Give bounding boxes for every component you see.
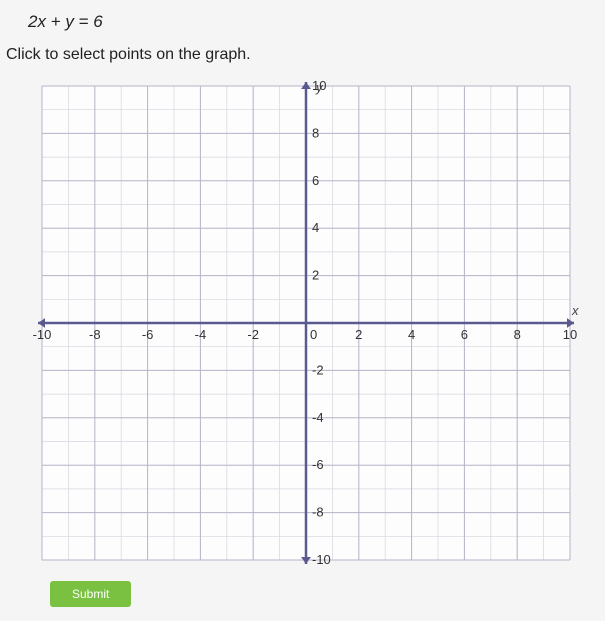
svg-text:-10: -10 [33,327,52,342]
svg-text:8: 8 [312,125,319,140]
svg-text:-2: -2 [247,327,259,342]
svg-text:2: 2 [312,268,319,283]
svg-text:4: 4 [312,220,319,235]
instruction-text: Click to select points on the graph. [6,46,599,64]
svg-text:-4: -4 [195,327,207,342]
svg-text:4: 4 [408,327,415,342]
svg-text:6: 6 [461,327,468,342]
equation-text: 2x + y = 6 [28,12,599,32]
svg-text:2: 2 [355,327,362,342]
svg-text:-2: -2 [312,362,324,377]
submit-button[interactable]: Submit [50,581,131,607]
svg-text:10: 10 [312,78,326,93]
svg-text:-6: -6 [142,327,154,342]
svg-text:6: 6 [312,173,319,188]
svg-text:0: 0 [310,327,317,342]
svg-text:-8: -8 [89,327,101,342]
svg-text:10: 10 [563,327,577,342]
graph-area: yx-10-8-6-4-20246810-10-8-6-4-2246810 [26,78,599,573]
svg-text:-8: -8 [312,505,324,520]
svg-text:x: x [571,303,579,318]
svg-text:-10: -10 [312,552,331,567]
cartesian-graph[interactable]: yx-10-8-6-4-20246810-10-8-6-4-2246810 [26,78,586,568]
svg-text:8: 8 [514,327,521,342]
svg-text:-6: -6 [312,457,324,472]
svg-text:-4: -4 [312,410,324,425]
